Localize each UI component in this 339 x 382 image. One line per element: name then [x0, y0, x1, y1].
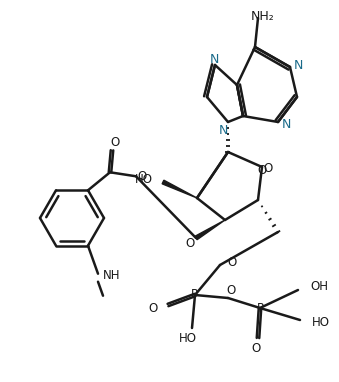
Text: NH₂: NH₂ [251, 10, 275, 23]
Text: O: O [111, 136, 120, 149]
Text: N: N [209, 52, 219, 65]
Text: O: O [252, 342, 261, 354]
Text: O: O [149, 301, 158, 314]
Text: N: N [218, 123, 228, 136]
Text: O: O [226, 283, 236, 296]
Text: P: P [191, 288, 198, 301]
Text: HO: HO [135, 173, 153, 186]
Text: HO: HO [179, 332, 197, 345]
Text: OH: OH [310, 280, 328, 293]
Text: P: P [257, 301, 263, 314]
Text: N: N [293, 58, 303, 71]
Text: O: O [227, 256, 236, 269]
Polygon shape [195, 220, 225, 240]
Polygon shape [162, 180, 197, 198]
Text: O: O [185, 236, 195, 249]
Text: O: O [263, 162, 273, 175]
Text: NH: NH [103, 269, 120, 282]
Text: O: O [257, 163, 267, 176]
Text: O: O [137, 170, 147, 183]
Text: N: N [281, 118, 291, 131]
Text: HO: HO [312, 317, 330, 330]
